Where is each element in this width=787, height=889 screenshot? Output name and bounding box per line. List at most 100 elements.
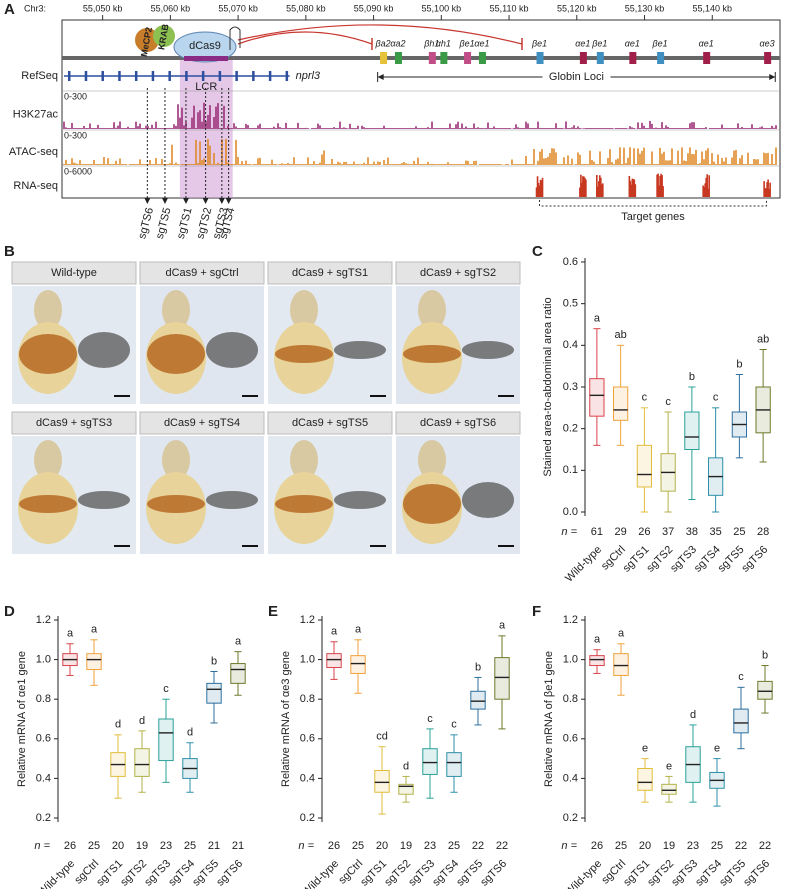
sgrna-label: sgTS5 [154,206,174,240]
embryo-stain [19,334,77,374]
gene [596,52,604,64]
exon [168,71,171,81]
krab-shape [153,25,175,47]
y-tick-label: 0.4 [563,772,578,784]
gene-label: αe1 [575,38,590,48]
gene [579,52,587,64]
x-tick-label: sgTS3 [142,858,173,889]
group-letter: b [689,371,695,383]
dcas9-binding [184,56,228,61]
group-letter: a [355,624,362,636]
x-tick-label: 55,050 kb [83,3,123,13]
x-tick-label: 55,090 kb [354,3,394,13]
box [733,708,749,734]
box [637,768,653,791]
exon [285,71,289,81]
group-letter: d [403,760,409,772]
box [636,444,652,488]
repression-arc [237,31,373,45]
x-tick-label: 55,110 kb [490,3,529,13]
n-value: 26 [64,840,76,852]
box [589,378,605,417]
group-letter: e [714,743,720,755]
box [374,769,390,793]
x-tick-label: sgTS6 [741,858,772,889]
track-range: 0-300 [64,130,87,140]
group-letter: b [211,655,217,667]
n-value: 26 [638,526,650,538]
gene [380,52,388,64]
n-label: n = [561,840,577,852]
n-value: 26 [591,840,603,852]
x-tick-label: 55,120 kb [557,3,597,13]
embryo-stain [19,495,77,513]
stain-mask [78,491,130,509]
group-letter: d [690,709,696,721]
box [757,680,773,700]
group-letter: b [736,358,742,370]
n-value: 20 [639,840,651,852]
panel-label: E [268,603,278,620]
image-header [139,261,265,285]
gene [657,52,665,64]
image-header [267,411,393,435]
box [613,653,629,676]
signal-texture [63,139,777,165]
panel-label: D [4,603,15,620]
embryo-head [162,290,190,330]
image-label: dCas9 + sgTS3 [36,417,112,429]
n-value: 23 [687,840,699,852]
x-tick-label: sgTS5 [190,858,221,889]
exon [268,71,272,81]
x-tick-label: sgTS3 [406,858,437,889]
y-tick-label: 0.6 [300,733,315,745]
n-label: n = [298,840,314,852]
sgrna-label: sgTS1 [175,206,195,240]
dcas9-label: dCas9 [189,40,221,52]
image-header [11,411,137,435]
exon [134,71,138,81]
y-axis-label: Relative mRNA of αe1 gene [16,651,28,787]
box [494,657,510,700]
sgrna-hairpin [229,26,241,50]
panel-label: C [532,243,543,260]
group-letter: d [187,727,193,739]
x-tick-label: sgTS6 [478,858,509,889]
image-label: dCas9 + sgTS6 [420,417,496,429]
image-label: dCas9 + sgTS5 [292,417,368,429]
panel-label: F [532,603,541,620]
chrom-label: Chr3: [24,3,46,13]
target-bracket [539,200,767,207]
image-header [267,261,393,285]
embryo-head [418,440,446,480]
image-header [395,261,521,285]
embryo-head [290,440,318,480]
group-letter: a [67,628,74,640]
y-tick-label: 0.8 [563,693,578,705]
gene-label: αa2 [390,38,405,48]
x-tick-label: sgTS2 [382,858,413,889]
image-label: Wild-type [51,267,97,279]
x-tick-label: Wild-type [300,858,341,889]
box [158,718,174,762]
x-tick-label: 55,080 kb [286,3,326,13]
krab-label: KRAB [156,23,170,51]
exon [68,71,71,81]
track-label: ATAC-seq [9,146,58,158]
n-value: 19 [136,840,148,852]
exon [201,71,205,81]
y-tick-label: 0.2 [563,423,578,435]
y-tick-label: 1.2 [36,614,51,626]
box [446,752,462,777]
image-label: dCas9 + sgTS2 [420,267,496,279]
gene [629,52,637,64]
group-letter: c [665,396,671,408]
embryo-stain [147,334,205,374]
exon [101,71,104,81]
x-tick-label: sgTS1 [358,858,389,889]
y-tick-label: 1.2 [563,614,578,626]
stain-mask [78,332,130,368]
globin-loci-label: Globin Loci [549,71,604,83]
n-value: 35 [710,526,722,538]
stain-mask [334,341,386,359]
